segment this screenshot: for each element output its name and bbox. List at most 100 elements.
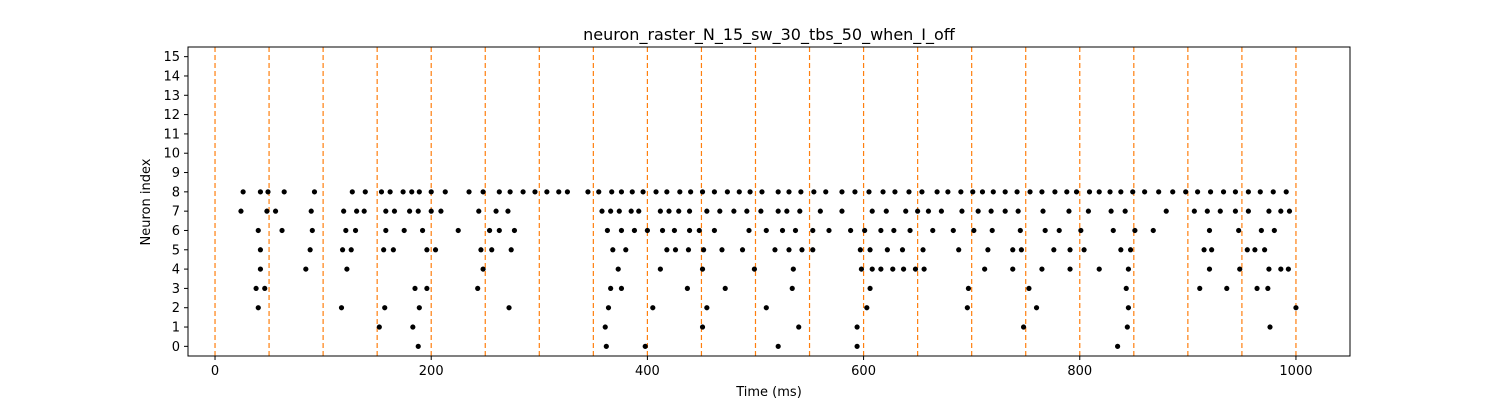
spike-point (1132, 227, 1138, 234)
spike-point (719, 247, 725, 253)
spike-point (1015, 208, 1021, 214)
spike-point (343, 227, 349, 234)
plot-area (188, 47, 1350, 356)
spike-point (401, 227, 407, 234)
spike-point (1267, 324, 1273, 330)
spike-point (797, 208, 803, 214)
spike-point (255, 227, 261, 234)
spike-point (608, 208, 614, 214)
spike-point (1236, 227, 1242, 234)
spike-point (354, 208, 360, 214)
spike-point (602, 324, 608, 330)
spike-point (1014, 189, 1020, 195)
spike-point (883, 208, 889, 214)
spike-point (1124, 324, 1130, 330)
spike-point (253, 285, 259, 292)
spike-point (890, 266, 896, 272)
spike-point (810, 227, 816, 234)
spike-point (556, 189, 562, 195)
spike-point (1086, 189, 1093, 195)
spike-point (257, 247, 264, 253)
spike-point (848, 227, 854, 234)
spike-point (857, 247, 863, 253)
spike-point (858, 266, 865, 272)
spike-point (696, 227, 702, 234)
spike-point (867, 247, 873, 253)
spike-point (1018, 247, 1024, 253)
spike-point (610, 247, 616, 253)
x-tick-label: 200 (419, 364, 444, 379)
spike-point (938, 208, 945, 214)
spike-point (982, 266, 988, 272)
spike-point (699, 189, 706, 195)
spike-point (608, 285, 614, 292)
spike-point (799, 247, 805, 253)
spike-point (1066, 208, 1072, 214)
spike-point (400, 189, 406, 195)
spike-point (971, 227, 977, 234)
spike-point (867, 285, 873, 292)
spike-point (988, 208, 994, 214)
spike-point (796, 324, 802, 330)
spike-point (854, 324, 860, 330)
spike-point (852, 189, 858, 195)
spike-point (1170, 189, 1176, 195)
spike-point (704, 208, 710, 214)
spike-point (255, 305, 261, 311)
spike-point (382, 305, 388, 311)
spike-point (772, 247, 778, 253)
spike-point (1245, 189, 1251, 195)
spike-point (747, 189, 753, 195)
spike-point (486, 227, 493, 234)
spike-point (1266, 266, 1272, 272)
spike-point (920, 247, 926, 253)
x-tick-label: 800 (1067, 364, 1092, 379)
spike-point (615, 266, 621, 272)
spike-point (455, 227, 461, 234)
spike-point (1125, 266, 1132, 272)
spike-point (1002, 189, 1008, 195)
spike-point (711, 227, 718, 234)
spike-point (344, 266, 350, 272)
spike-point (1197, 285, 1203, 292)
spike-point (811, 189, 817, 195)
spike-point (786, 189, 792, 195)
spike-point (476, 208, 482, 214)
spike-point (1183, 189, 1189, 195)
spike-point (869, 266, 875, 272)
spike-point (746, 227, 752, 234)
spike-point (891, 227, 897, 234)
spike-point (544, 189, 550, 195)
spike-point (1232, 189, 1239, 195)
spike-point (869, 208, 875, 214)
spike-point (644, 227, 650, 234)
spike-point (383, 227, 389, 234)
spike-point (378, 189, 385, 195)
spike-point (493, 208, 499, 214)
spike-point (1245, 208, 1251, 214)
y-axis-label: Neuron index (139, 158, 154, 245)
spike-point (915, 208, 921, 214)
spike-point (585, 189, 591, 195)
spike-point (419, 227, 426, 234)
spike-point (628, 208, 634, 214)
spike-point (338, 305, 345, 311)
spike-point (362, 189, 368, 195)
spike-point (599, 208, 605, 214)
spike-point (383, 208, 389, 214)
spike-point (839, 189, 845, 195)
spike-point (878, 266, 884, 272)
spike-point (640, 189, 646, 195)
spike-point (281, 189, 287, 195)
y-tick-label: 15 (163, 50, 180, 65)
spike-point (685, 247, 692, 253)
spike-point (912, 266, 919, 272)
spike-point (1033, 305, 1040, 311)
y-tick-label: 9 (172, 166, 180, 181)
spike-point (724, 189, 730, 195)
spike-point (1204, 208, 1210, 214)
spike-point (1020, 324, 1027, 330)
spike-point (866, 189, 872, 195)
spike-point (945, 189, 951, 195)
